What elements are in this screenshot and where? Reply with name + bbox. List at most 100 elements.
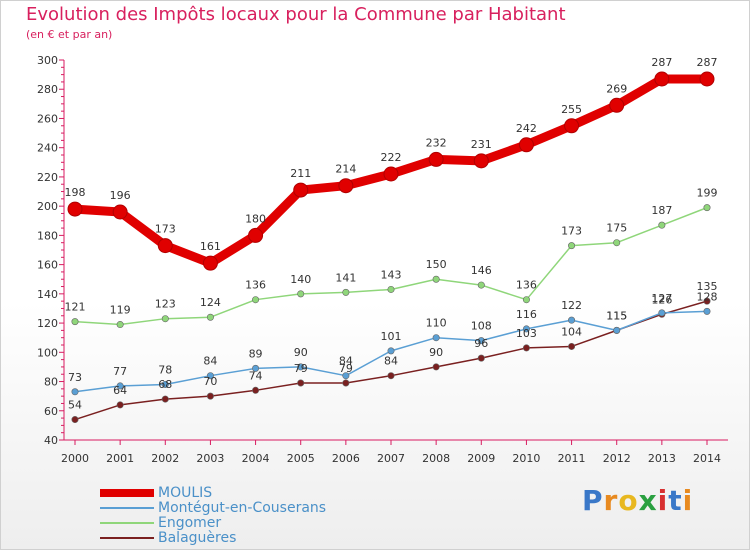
y-tick-label: 60 <box>44 405 58 418</box>
y-tick-label: 140 <box>37 288 58 301</box>
series-point-3 <box>432 363 440 371</box>
series-point-1 <box>161 380 169 388</box>
data-label: 214 <box>335 163 356 176</box>
data-label: 242 <box>516 122 537 135</box>
data-label: 141 <box>335 271 356 284</box>
legend-item-moulis: MOULIS <box>100 485 213 501</box>
series-point-2 <box>703 204 711 212</box>
series-point-1 <box>522 325 530 333</box>
series-point-2 <box>658 221 666 229</box>
series-point-0 <box>338 178 354 194</box>
data-label: 255 <box>561 103 582 116</box>
series-point-0 <box>67 201 83 217</box>
data-label: 136 <box>516 279 537 292</box>
data-label: 232 <box>426 136 447 149</box>
series-point-1 <box>297 363 305 371</box>
series-point-1 <box>71 388 79 396</box>
series-point-2 <box>387 285 395 293</box>
x-tick-label: 2013 <box>648 452 676 465</box>
data-label: 90 <box>294 346 308 359</box>
y-tick-label: 100 <box>37 346 58 359</box>
series-point-1 <box>252 364 260 372</box>
brand-letter: P <box>582 484 604 517</box>
data-label: 64 <box>113 384 127 397</box>
data-label: 74 <box>249 369 263 382</box>
y-tick-label: 40 <box>44 434 58 447</box>
y-tick-label: 300 <box>37 54 58 67</box>
series-point-2 <box>297 290 305 298</box>
y-tick-label: 120 <box>37 317 58 330</box>
x-tick-label: 2002 <box>151 452 179 465</box>
chart-title: Evolution des Impôts locaux pour la Comm… <box>26 4 566 25</box>
data-label: 128 <box>697 290 718 303</box>
x-tick-label: 2011 <box>558 452 586 465</box>
x-tick-label: 2009 <box>467 452 495 465</box>
data-label: 121 <box>65 301 86 314</box>
x-tick-label: 2007 <box>377 452 405 465</box>
brand-letter: i <box>657 484 669 517</box>
series-point-0 <box>293 182 309 198</box>
data-label: 222 <box>381 151 402 164</box>
series-point-0 <box>473 153 489 169</box>
series-point-2 <box>568 242 576 250</box>
series-point-1 <box>703 307 711 315</box>
data-label: 70 <box>203 375 217 388</box>
series-point-1 <box>342 372 350 380</box>
brand-letter: r <box>603 484 619 517</box>
series-point-0 <box>112 204 128 220</box>
series-point-3 <box>161 395 169 403</box>
x-tick-label: 2012 <box>603 452 631 465</box>
data-label: 196 <box>110 189 131 202</box>
legend-swatch-montegut <box>100 507 154 509</box>
y-tick-label: 200 <box>37 200 58 213</box>
series-point-2 <box>71 318 79 326</box>
legend-label-balagueres: Balaguères <box>158 530 237 546</box>
data-label: 101 <box>381 330 402 343</box>
data-label: 103 <box>516 327 537 340</box>
series-point-2 <box>342 288 350 296</box>
series-point-1 <box>658 309 666 317</box>
data-label: 173 <box>155 223 176 236</box>
data-label: 173 <box>561 225 582 238</box>
series-point-3 <box>568 342 576 350</box>
series-point-1 <box>568 316 576 324</box>
series-point-2 <box>206 313 214 321</box>
series-point-2 <box>252 296 260 304</box>
data-label: 287 <box>651 56 672 69</box>
data-label: 108 <box>471 320 492 333</box>
series-point-3 <box>703 297 711 305</box>
y-tick-label: 160 <box>37 259 58 272</box>
legend-label-montegut: Montégut-en-Couserans <box>158 500 327 516</box>
legend-label-moulis: MOULIS <box>158 485 213 501</box>
series-point-2 <box>161 315 169 323</box>
data-label: 115 <box>606 309 627 322</box>
brand-letter: t <box>668 484 683 517</box>
data-label: 124 <box>200 296 221 309</box>
data-label: 116 <box>516 308 537 321</box>
series-point-0 <box>518 137 534 153</box>
series-point-0 <box>609 97 625 113</box>
brand-logo: Proxiti <box>582 484 693 517</box>
series-point-0 <box>248 227 264 243</box>
data-label: 73 <box>68 371 82 384</box>
x-tick-label: 2014 <box>693 452 721 465</box>
legend-item-montegut: Montégut-en-Couserans <box>100 500 327 516</box>
brand-letter: o <box>618 484 639 517</box>
y-tick-label: 180 <box>37 229 58 242</box>
series-point-1 <box>387 347 395 355</box>
data-label: 187 <box>651 204 672 217</box>
series-point-3 <box>71 416 79 424</box>
data-label: 136 <box>245 279 266 292</box>
data-label: 115 <box>606 309 627 322</box>
brand-letter: i <box>682 484 694 517</box>
series-point-1 <box>613 326 621 334</box>
series-point-1 <box>116 382 124 390</box>
data-label: 199 <box>697 187 718 200</box>
data-label: 110 <box>426 317 447 330</box>
legend-item-balagueres: Balaguères <box>100 530 237 546</box>
data-label: 84 <box>384 355 398 368</box>
chart-subtitle: (en € et par an) <box>26 28 113 41</box>
data-label: 89 <box>249 347 263 360</box>
series-point-0 <box>202 255 218 271</box>
